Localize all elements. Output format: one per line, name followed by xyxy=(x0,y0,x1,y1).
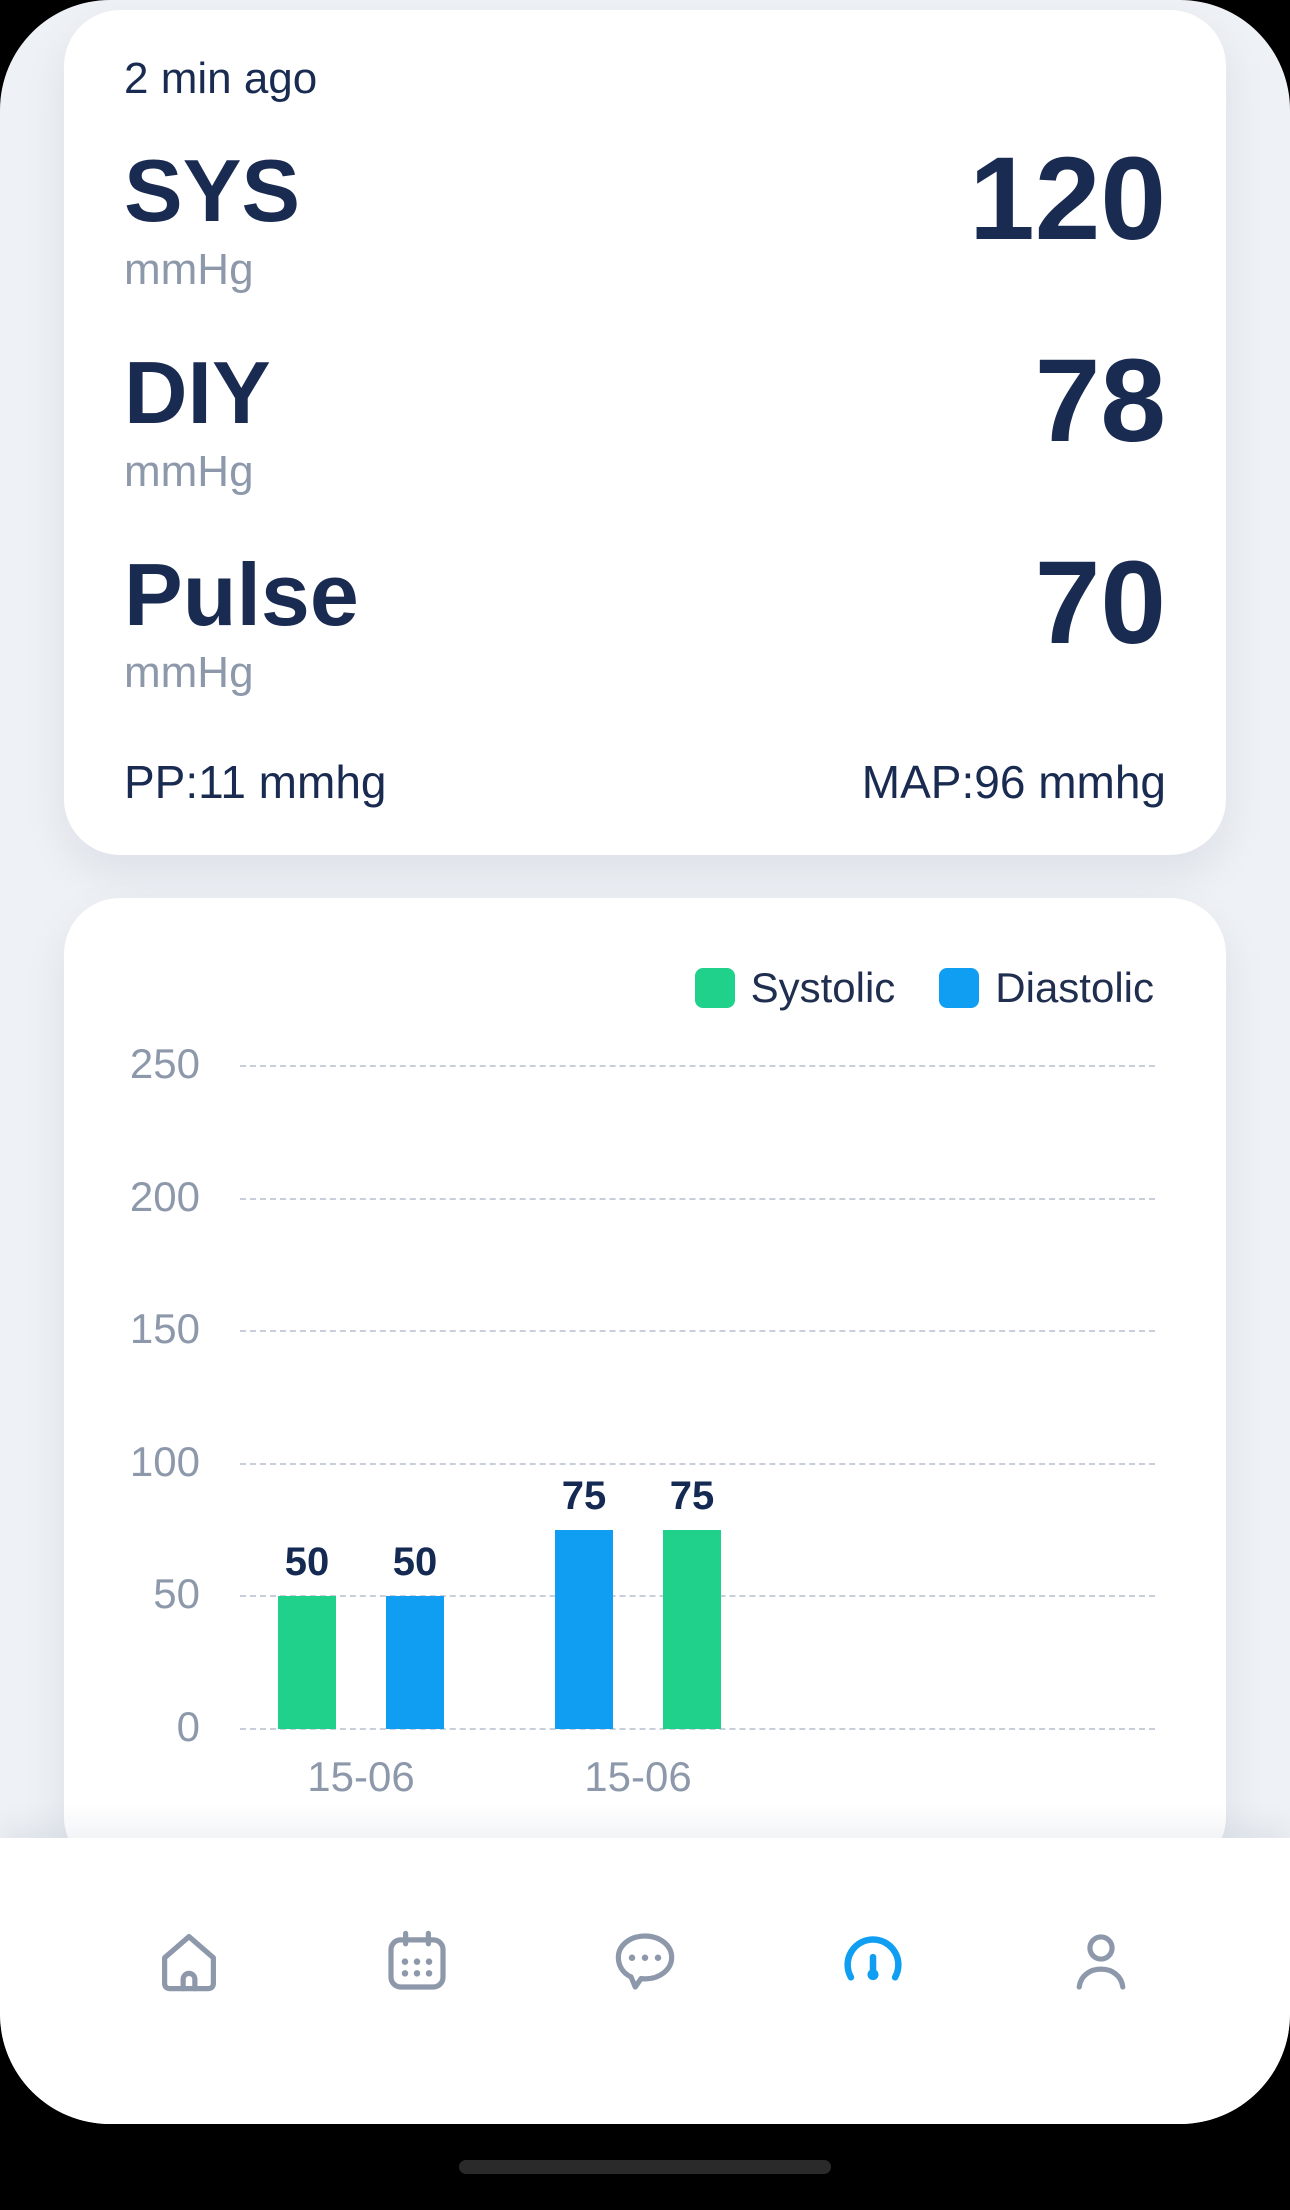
metric-label-pulse: Pulse xyxy=(124,544,359,644)
metric-unit-pulse: mmHg xyxy=(124,648,254,698)
legend-label: Systolic xyxy=(750,964,896,1011)
y-tick-label: 0 xyxy=(176,1703,200,1750)
chart-card: 250 200 150 100 50 0 50 50 15-06 75 75 15-06 Systol… xyxy=(64,898,1226,1873)
pulse-pressure-value: PP:11 mmhg xyxy=(124,756,387,809)
bottom-nav xyxy=(0,1838,1290,2124)
gridline xyxy=(240,1330,1155,1333)
metric-head: SYS mmHg xyxy=(124,146,300,296)
legend-swatch-systolic-icon xyxy=(694,968,735,1008)
bar-value-label: 50 xyxy=(284,1540,330,1584)
metric-label-diy: DIY xyxy=(124,342,271,442)
metric-value-diy: 78 xyxy=(1034,334,1166,467)
nav-item-home[interactable] xyxy=(150,1922,228,2000)
nav-item-profile[interactable] xyxy=(1062,1922,1140,2000)
reading-timestamp: 2 min ago xyxy=(124,54,318,103)
chart-legend: Systolic Diastolic xyxy=(694,964,1154,1012)
home-icon xyxy=(150,1922,228,2000)
derived-row: PP:11 mmhg MAP:96 mmhg xyxy=(124,755,1166,809)
gridline xyxy=(240,1065,1155,1067)
metric-row-pulse: Pulse mmHg 70 xyxy=(124,536,1166,700)
metric-label-sys: SYS xyxy=(124,141,301,240)
legend-item-diastolic: Diastolic xyxy=(939,964,1154,1012)
y-tick-label: 50 xyxy=(153,1570,200,1618)
bar-systolic xyxy=(663,1530,721,1729)
mean-arterial-pressure-value: MAP:96 mmhg xyxy=(861,756,1166,809)
calendar-icon xyxy=(378,1922,456,2000)
chat-icon xyxy=(606,1922,684,2000)
profile-icon xyxy=(1062,1922,1140,2000)
nav-item-chat[interactable] xyxy=(606,1922,684,2000)
metric-value-pulse: 70 xyxy=(1034,536,1166,669)
bar-value-label: 75 xyxy=(561,1474,607,1518)
y-tick-label: 100 xyxy=(129,1437,200,1485)
home-indicator xyxy=(459,2160,831,2174)
phone-screen: 2 min ago SYS mmHg 120 DIY mmHg 78 Pulse… xyxy=(0,0,1290,2124)
x-category-label: 15-06 xyxy=(307,1753,415,1800)
legend-item-systolic: Systolic xyxy=(694,964,896,1012)
metric-unit-sys: mmHg xyxy=(124,244,254,294)
y-tick-label: 250 xyxy=(129,1040,200,1087)
metric-head: DIY mmHg xyxy=(124,342,271,498)
y-tick-label: 150 xyxy=(129,1305,200,1353)
nav-item-gauge[interactable] xyxy=(834,1922,912,2000)
gridline xyxy=(240,1728,1155,1730)
gauge-icon xyxy=(834,1922,912,2000)
bar-systolic xyxy=(278,1596,336,1729)
y-tick-label: 200 xyxy=(129,1172,200,1220)
gridline xyxy=(240,1462,1155,1465)
bar-value-label: 50 xyxy=(392,1540,438,1584)
legend-swatch-diastolic-icon xyxy=(939,968,980,1008)
bar-diastolic xyxy=(555,1530,613,1729)
metric-unit-diy: mmHg xyxy=(124,446,254,496)
nav-item-calendar[interactable] xyxy=(378,1922,456,2000)
bar-chart: 250 200 150 100 50 0 50 50 15-06 75 75 15-06 xyxy=(64,898,1226,1873)
gridline xyxy=(240,1197,1155,1200)
reading-card: 2 min ago SYS mmHg 120 DIY mmHg 78 Pulse… xyxy=(64,10,1226,855)
metric-value-sys: 120 xyxy=(969,133,1166,265)
bar-value-label: 75 xyxy=(669,1474,715,1518)
metric-row-diy: DIY mmHg 78 xyxy=(124,334,1166,498)
metric-head: Pulse mmHg xyxy=(124,544,359,700)
metric-row-sys: SYS mmHg 120 xyxy=(124,133,1166,296)
x-category-label: 15-06 xyxy=(584,1753,692,1800)
legend-label: Diastolic xyxy=(995,964,1154,1011)
bar-diastolic xyxy=(386,1596,444,1729)
